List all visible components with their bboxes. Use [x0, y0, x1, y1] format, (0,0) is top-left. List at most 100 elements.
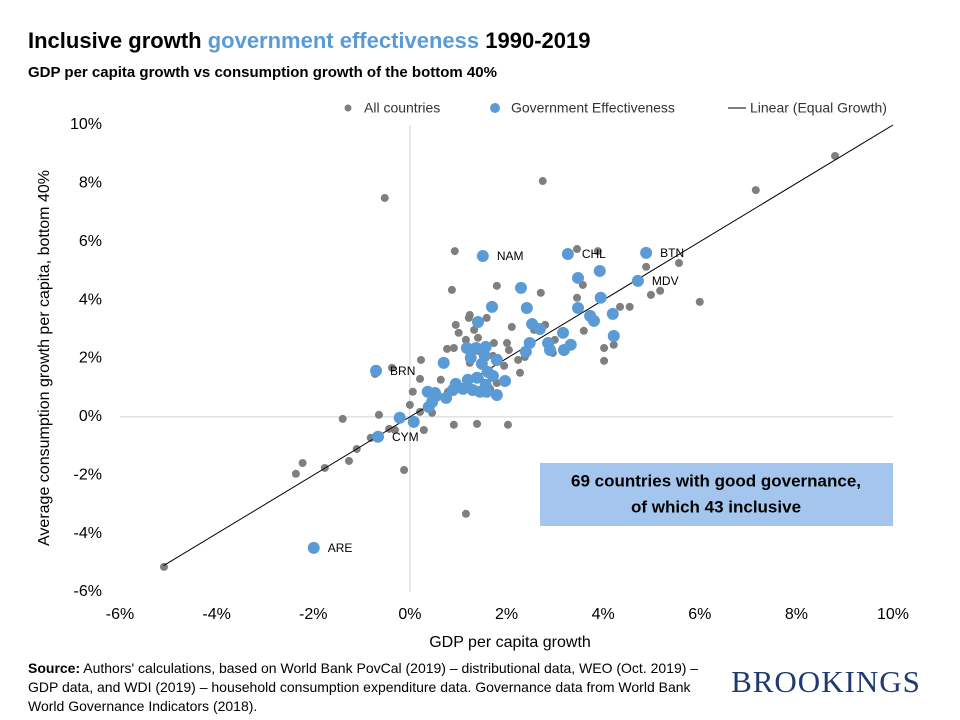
point: [502, 339, 511, 348]
point: [572, 302, 585, 315]
point: [291, 469, 300, 478]
point-label: BTN: [660, 246, 684, 260]
point: [557, 326, 570, 339]
point: [594, 291, 607, 304]
point: [449, 343, 458, 352]
point: [573, 245, 582, 254]
point: [464, 351, 477, 364]
point: [625, 302, 634, 311]
point: [503, 420, 512, 429]
point: [490, 353, 503, 366]
point: [480, 385, 493, 398]
point: [464, 313, 473, 322]
y-tick-label: 2%: [79, 350, 102, 367]
point: [479, 340, 492, 353]
point: [674, 259, 683, 268]
point: [471, 316, 484, 329]
point: [393, 411, 406, 424]
point: [470, 341, 483, 354]
point: [419, 426, 428, 435]
point: [593, 264, 606, 277]
x-tick-label: 8%: [785, 606, 808, 623]
annotation-box: [540, 463, 893, 526]
point: [616, 302, 625, 311]
point: [492, 281, 501, 290]
point: [390, 426, 399, 435]
y-tick-label: 10%: [70, 116, 102, 133]
point: [473, 419, 482, 428]
point-label: MDV: [652, 274, 679, 288]
point: [573, 293, 582, 302]
y-axis-label: Average consumption growth per capita, b…: [36, 170, 53, 546]
legend-label: All countries: [364, 100, 440, 116]
point: [370, 364, 383, 377]
point: [338, 414, 347, 423]
legend-label: Government Effectiveness: [511, 100, 675, 116]
point: [380, 193, 389, 202]
point: [449, 420, 458, 429]
y-tick-label: -2%: [74, 466, 102, 483]
point: [609, 340, 618, 349]
legend-label: Linear (Equal Growth): [750, 100, 887, 116]
point: [489, 339, 498, 348]
point: [600, 343, 609, 352]
point: [642, 262, 651, 271]
point: [374, 410, 383, 419]
point: [538, 177, 547, 186]
title-part: government effectiveness: [208, 28, 479, 53]
point: [572, 271, 585, 284]
point: [606, 307, 619, 320]
point: [451, 320, 460, 329]
point: [408, 387, 417, 396]
x-tick-label: -6%: [106, 606, 134, 623]
source-label: Source:: [28, 660, 81, 676]
point: [656, 286, 665, 295]
point: [600, 356, 609, 365]
legend-marker: [344, 104, 352, 112]
point-label: CHL: [582, 247, 606, 261]
title-part: 1990-2019: [479, 28, 590, 53]
x-tick-label: 6%: [688, 606, 711, 623]
point: [447, 285, 456, 294]
point: [519, 345, 532, 358]
point-label: ARE: [328, 541, 353, 555]
y-tick-label: -6%: [74, 583, 102, 600]
point: [543, 344, 556, 357]
point: [486, 370, 499, 383]
point: [407, 415, 420, 428]
point: [307, 541, 320, 554]
point: [159, 562, 168, 571]
point: [631, 274, 644, 287]
point: [298, 458, 307, 467]
point: [371, 430, 384, 443]
chart: Inclusive growth government effectivenes…: [28, 28, 909, 651]
point: [471, 371, 484, 384]
point: [345, 456, 354, 465]
source-text: Authors' calculations, based on World Ba…: [28, 660, 699, 714]
point: [436, 375, 445, 384]
x-tick-label: 0%: [398, 606, 421, 623]
point: [646, 290, 655, 299]
chart-title: Inclusive growth government effectivenes…: [28, 28, 590, 53]
point: [482, 313, 491, 322]
annotation-text: of which 43 inclusive: [631, 497, 801, 516]
point: [460, 341, 473, 354]
point: [500, 361, 509, 370]
annotation-text: 69 countries with good governance,: [571, 471, 861, 490]
x-tick-label: 2%: [495, 606, 518, 623]
point: [514, 281, 527, 294]
point: [443, 344, 452, 353]
x-axis-label: GDP per capita growth: [429, 634, 591, 651]
point: [695, 297, 704, 306]
y-tick-label: 8%: [79, 175, 102, 192]
title-part: Inclusive growth: [28, 28, 208, 53]
point: [579, 326, 588, 335]
y-tick-label: 6%: [79, 233, 102, 250]
point-label: BRN: [390, 364, 415, 378]
point: [454, 328, 463, 337]
point: [561, 248, 574, 261]
point: [421, 385, 434, 398]
point-label: NAM: [497, 249, 524, 263]
point: [450, 247, 459, 256]
